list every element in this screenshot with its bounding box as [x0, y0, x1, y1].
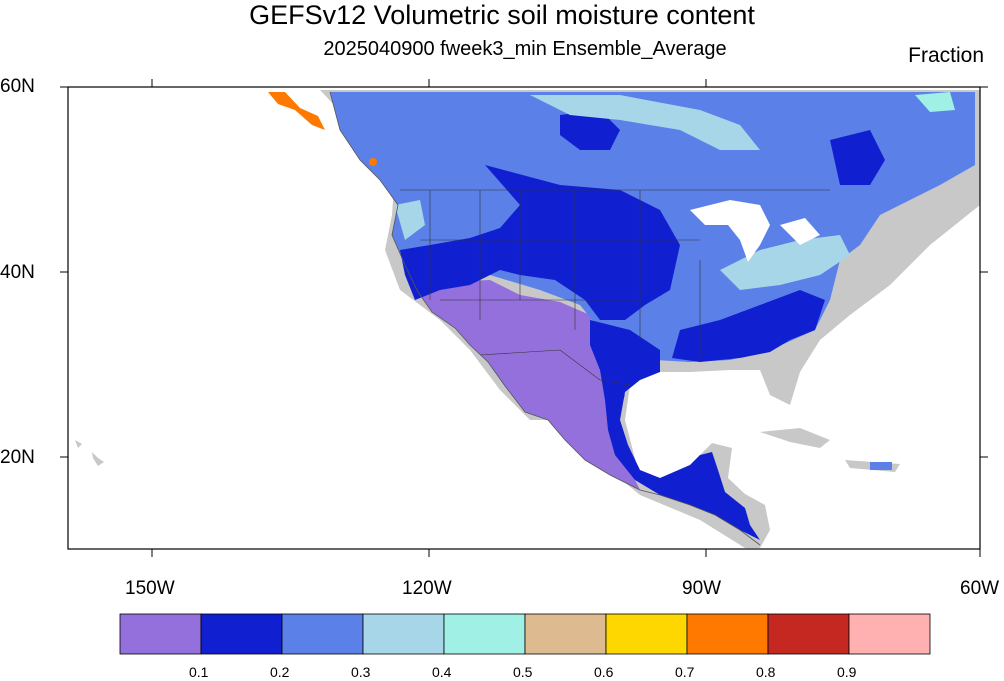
colorbar-label: 0.8	[756, 664, 776, 680]
colorbar-swatch	[443, 613, 526, 655]
soil-darkblue-canada	[560, 110, 620, 150]
lon-label-60w: 60W	[960, 578, 1000, 599]
lat-label-20n: 20N	[0, 447, 35, 468]
units-label: Fraction	[908, 44, 984, 67]
lon-label-120w: 120W	[402, 578, 452, 599]
soil-cyan-labrador	[915, 92, 955, 112]
colorbar-label: 0.4	[432, 664, 452, 680]
soil-hotspot-alaska	[268, 92, 325, 130]
boundary-lines	[400, 189, 830, 386]
colorbar-label: 0.1	[189, 664, 209, 680]
lon-label-90w: 90W	[682, 578, 722, 599]
colorbar-swatch	[200, 613, 283, 655]
colorbar-swatch	[686, 613, 769, 655]
hawaii-islands	[75, 440, 104, 466]
colorbar-swatch	[119, 613, 202, 655]
colorbar-swatch	[362, 613, 445, 655]
map-subtitle: 2025040900 fweek3_min Ensemble_Average	[323, 38, 727, 60]
colorbar-label: 0.6	[594, 664, 614, 680]
colorbar-swatch	[767, 613, 850, 655]
soil-darkblue-plains	[400, 165, 680, 320]
caribbean-islands	[760, 428, 900, 472]
soil-paleblue-northwest	[395, 200, 425, 240]
colorbar-label: 0.2	[270, 664, 290, 680]
caribbean-blue-patch	[870, 462, 892, 470]
colorbar-label: 0.9	[837, 664, 857, 680]
great-lakes	[690, 200, 820, 262]
lat-label-60n: 60N	[0, 76, 35, 97]
colorbar-swatch	[848, 613, 931, 655]
soil-hotspot-bc	[369, 158, 377, 166]
soil-purple-region	[418, 280, 640, 490]
colorbar-swatch	[605, 613, 688, 655]
colorbar-label: 0.5	[513, 664, 533, 680]
soil-darkblue-quebec	[830, 130, 885, 185]
map-title: GEFSv12 Volumetric soil moisture content	[249, 0, 755, 30]
map-frame	[67, 86, 981, 550]
map-plot-area	[60, 79, 988, 557]
colorbar-label: 0.3	[351, 664, 371, 680]
axis-ticks	[60, 79, 988, 557]
lat-label-40n: 40N	[0, 262, 35, 283]
soil-darkblue-southeast	[672, 290, 825, 362]
soil-paleblue-north	[530, 95, 760, 150]
colorbar	[119, 613, 931, 655]
coastline	[329, 91, 761, 546]
soil-paleblue-ohio	[720, 235, 850, 290]
colorbar-label: 0.7	[675, 664, 695, 680]
colorbar-swatch	[281, 613, 364, 655]
colorbar-swatch	[524, 613, 607, 655]
soil-darkblue-gulf	[590, 320, 760, 540]
lon-label-150w: 150W	[125, 578, 175, 599]
